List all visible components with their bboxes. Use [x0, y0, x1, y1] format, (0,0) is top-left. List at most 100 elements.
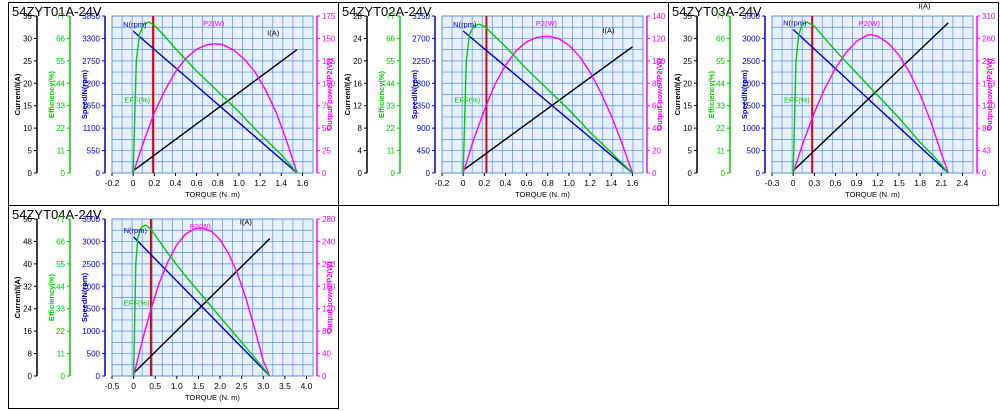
- efficiency-axis-title: Efficiency(%): [377, 70, 386, 118]
- current-tick-label: 30: [23, 34, 32, 43]
- speed-tick-label: 0: [756, 169, 761, 178]
- current-curve-label: I(A): [240, 218, 253, 227]
- x-tick-label: 1.6: [297, 178, 309, 188]
- current-tick-label: 0: [358, 169, 363, 178]
- power-curve-label: P2(W): [190, 222, 212, 231]
- efficiency-tick-label: 55: [56, 57, 65, 66]
- x-tick-label: 4.0: [301, 381, 313, 391]
- x-tick-label: 1.0: [171, 381, 183, 391]
- chart-title: 54ZYT02A-24V: [342, 4, 432, 19]
- x-tick-label: 2.5: [236, 381, 248, 391]
- current-tick-label: 16: [353, 79, 362, 88]
- current-tick-label: 5: [28, 147, 33, 156]
- current-tick-label: 35: [683, 12, 692, 21]
- chart-title: 54ZYT04A-24V: [12, 207, 102, 222]
- current-tick-label: 16: [23, 327, 32, 336]
- power-tick-label: 150: [322, 34, 336, 43]
- efficiency-curve: [462, 23, 633, 174]
- power-tick-label: 100: [652, 57, 666, 66]
- efficiency-curve-label: EFF(%): [124, 95, 150, 104]
- current-axis-title: Current/I(A): [13, 276, 22, 318]
- speed-tick-label: 3150: [412, 12, 430, 21]
- speed-tick-label: 2750: [82, 57, 100, 66]
- speed-tick-label: 0: [96, 372, 101, 381]
- current-tick-label: 8: [28, 350, 33, 359]
- chart-title: 54ZYT03A-24V: [672, 4, 762, 19]
- speed-curve: [792, 28, 949, 174]
- speed-tick-label: 500: [87, 350, 101, 359]
- x-tick-label: -0.2: [435, 178, 450, 188]
- power-curve: [462, 35, 634, 174]
- x-tick-label: 0.6: [830, 178, 842, 188]
- power-curve: [792, 33, 949, 174]
- efficiency-tick-label: 22: [386, 124, 395, 133]
- current-curve-label: I(A): [602, 26, 615, 35]
- speed-tick-label: 2250: [412, 57, 430, 66]
- current-tick-label: 24: [23, 305, 32, 314]
- efficiency-curve: [792, 21, 949, 174]
- power-tick-label: 120: [652, 34, 666, 43]
- speed-curve-label: N(rpm): [783, 18, 807, 27]
- efficiency-tick-label: 66: [716, 34, 725, 43]
- efficiency-tick-label: 77: [56, 215, 65, 224]
- efficiency-tick-label: 66: [56, 237, 65, 246]
- power-tick-label: 75: [322, 102, 331, 111]
- x-tick-label: 0.9: [851, 178, 863, 188]
- speed-tick-label: 3000: [742, 34, 760, 43]
- current-curve: [462, 46, 633, 171]
- speed-tick-label: 450: [417, 147, 431, 156]
- x-tick-label: 0.8: [542, 178, 554, 188]
- current-tick-label: 56: [23, 215, 32, 224]
- speed-axis-title: Speed/N(rpm): [80, 272, 89, 322]
- current-tick-label: 15: [683, 102, 692, 111]
- motor-curve-chart-1: -0.2 0 0.2 0.4 0.6 0.8 1.0 1.2 1.4 1.6 TORQUE (N. …: [13, 12, 336, 199]
- power-tick-label: 0: [322, 169, 327, 178]
- power-tick-label: 40: [322, 350, 331, 359]
- x-tick-label: 0.8: [212, 178, 224, 188]
- efficiency-tick-label: 66: [386, 34, 395, 43]
- current-axis-title: Current/I(A): [343, 73, 352, 115]
- speed-tick-label: 1500: [742, 102, 760, 111]
- x-tick-label: 1.2: [254, 178, 266, 188]
- power-tick-label: 0: [322, 372, 327, 381]
- x-axis-title: TORQUE (N. m): [185, 190, 240, 199]
- x-tick-label: 2.4: [957, 178, 969, 188]
- speed-curve-label: N(rpm): [124, 226, 148, 235]
- current-tick-label: 30: [683, 34, 692, 43]
- x-tick-label: -0.2: [105, 178, 120, 188]
- current-tick-label: 0: [28, 372, 33, 381]
- current-tick-label: 8: [358, 124, 363, 133]
- x-tick-label: 2.1: [935, 178, 947, 188]
- efficiency-tick-label: 66: [56, 34, 65, 43]
- current-tick-label: 48: [23, 237, 32, 246]
- current-axis-title: Current/I(A): [13, 73, 22, 115]
- efficiency-axis-title: Efficiency(%): [47, 273, 56, 321]
- x-tick-label: 2.0: [214, 381, 226, 391]
- x-tick-label: 0.4: [500, 178, 512, 188]
- power-tick-label: 0: [652, 169, 657, 178]
- efficiency-tick-label: 44: [56, 79, 65, 88]
- efficiency-tick-label: 77: [716, 12, 725, 21]
- chart-panel-2: 54ZYT02A-24V -0.2 0 0.2 0.4 0.6 0.8 1.0 1.2 1.4 1…: [338, 2, 669, 206]
- power-axis-title: Output power/P2(W): [985, 58, 994, 131]
- speed-tick-label: 1000: [742, 124, 760, 133]
- chart-panel-3: 54ZYT03A-24V -0.3 0 0.3 0.6 0.9 1.2 1.5 1.8 2.1 2…: [668, 2, 999, 206]
- speed-tick-label: 1500: [82, 305, 100, 314]
- speed-tick-label: 900: [417, 124, 431, 133]
- motor-curve-chart-4: -0.5 0 0.5 1.0 1.5 2.0 2.5 3.0 3.5 4.0 TORQUE (N. …: [13, 215, 336, 402]
- x-tick-label: -0.5: [105, 381, 120, 391]
- current-tick-label: 40: [23, 260, 32, 269]
- power-tick-label: 60: [652, 102, 661, 111]
- speed-tick-label: 3500: [82, 215, 100, 224]
- efficiency-tick-label: 55: [56, 260, 65, 269]
- efficiency-curve: [132, 224, 271, 377]
- speed-axis-title: Speed/N(rpm): [80, 69, 89, 119]
- efficiency-curve-label: EFF(%): [124, 298, 150, 307]
- power-curve: [132, 43, 298, 174]
- speed-curve: [462, 30, 633, 174]
- power-tick-label: 260: [982, 34, 996, 43]
- power-tick-label: 120: [322, 305, 336, 314]
- speed-tick-label: 1350: [412, 102, 430, 111]
- efficiency-tick-label: 0: [721, 169, 726, 178]
- current-tick-label: 24: [353, 34, 362, 43]
